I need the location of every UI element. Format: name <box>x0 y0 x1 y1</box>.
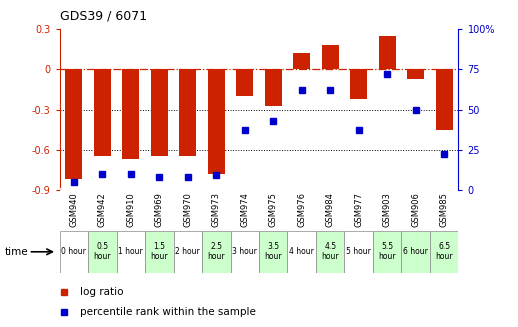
Bar <box>208 70 225 174</box>
Text: 1 hour: 1 hour <box>119 247 143 256</box>
Bar <box>287 231 316 273</box>
Text: GSM910: GSM910 <box>126 192 135 227</box>
Bar <box>65 70 82 179</box>
Bar <box>145 231 174 273</box>
Text: GSM977: GSM977 <box>354 192 363 227</box>
Text: GSM969: GSM969 <box>155 192 164 227</box>
Bar <box>231 231 259 273</box>
Bar <box>350 70 367 99</box>
Text: 4.5
hour: 4.5 hour <box>321 242 339 262</box>
Bar <box>265 70 282 106</box>
Bar <box>436 70 453 129</box>
Text: 2 hour: 2 hour <box>176 247 200 256</box>
Bar <box>322 45 339 70</box>
Text: GSM973: GSM973 <box>212 192 221 227</box>
Bar <box>236 70 253 96</box>
Bar <box>117 231 145 273</box>
Text: 3 hour: 3 hour <box>232 247 257 256</box>
Text: 6.5
hour: 6.5 hour <box>435 242 453 262</box>
Text: 1.5
hour: 1.5 hour <box>150 242 168 262</box>
Text: 6 hour: 6 hour <box>403 247 428 256</box>
Bar <box>373 231 401 273</box>
Text: GSM906: GSM906 <box>411 192 420 227</box>
Bar <box>407 70 424 79</box>
Text: time: time <box>5 247 29 257</box>
Text: 5.5
hour: 5.5 hour <box>378 242 396 262</box>
Bar <box>379 36 396 70</box>
Bar <box>60 231 88 273</box>
Text: 5 hour: 5 hour <box>346 247 371 256</box>
Text: GSM976: GSM976 <box>297 192 306 227</box>
Text: GSM974: GSM974 <box>240 192 249 227</box>
Text: log ratio: log ratio <box>80 287 123 297</box>
Text: GSM984: GSM984 <box>326 192 335 227</box>
Bar <box>293 53 310 70</box>
Text: 0.5
hour: 0.5 hour <box>93 242 111 262</box>
Bar <box>430 231 458 273</box>
Text: GSM940: GSM940 <box>69 192 78 227</box>
Text: percentile rank within the sample: percentile rank within the sample <box>80 307 255 317</box>
Text: 3.5
hour: 3.5 hour <box>264 242 282 262</box>
Text: 2.5
hour: 2.5 hour <box>207 242 225 262</box>
Text: GSM903: GSM903 <box>383 192 392 227</box>
Text: GSM942: GSM942 <box>98 192 107 227</box>
Bar <box>316 231 344 273</box>
Bar <box>259 231 287 273</box>
Text: GSM985: GSM985 <box>440 192 449 227</box>
Text: GDS39 / 6071: GDS39 / 6071 <box>60 10 147 23</box>
Bar <box>202 231 231 273</box>
Text: 4 hour: 4 hour <box>289 247 314 256</box>
Text: 0 hour: 0 hour <box>61 247 87 256</box>
Bar <box>122 70 139 159</box>
Bar <box>344 231 373 273</box>
Text: GSM975: GSM975 <box>269 192 278 227</box>
Bar <box>88 231 117 273</box>
Bar <box>94 70 111 156</box>
Text: GSM970: GSM970 <box>183 192 192 227</box>
Bar <box>151 70 168 156</box>
Bar <box>174 231 202 273</box>
Bar <box>179 70 196 156</box>
Bar <box>401 231 430 273</box>
